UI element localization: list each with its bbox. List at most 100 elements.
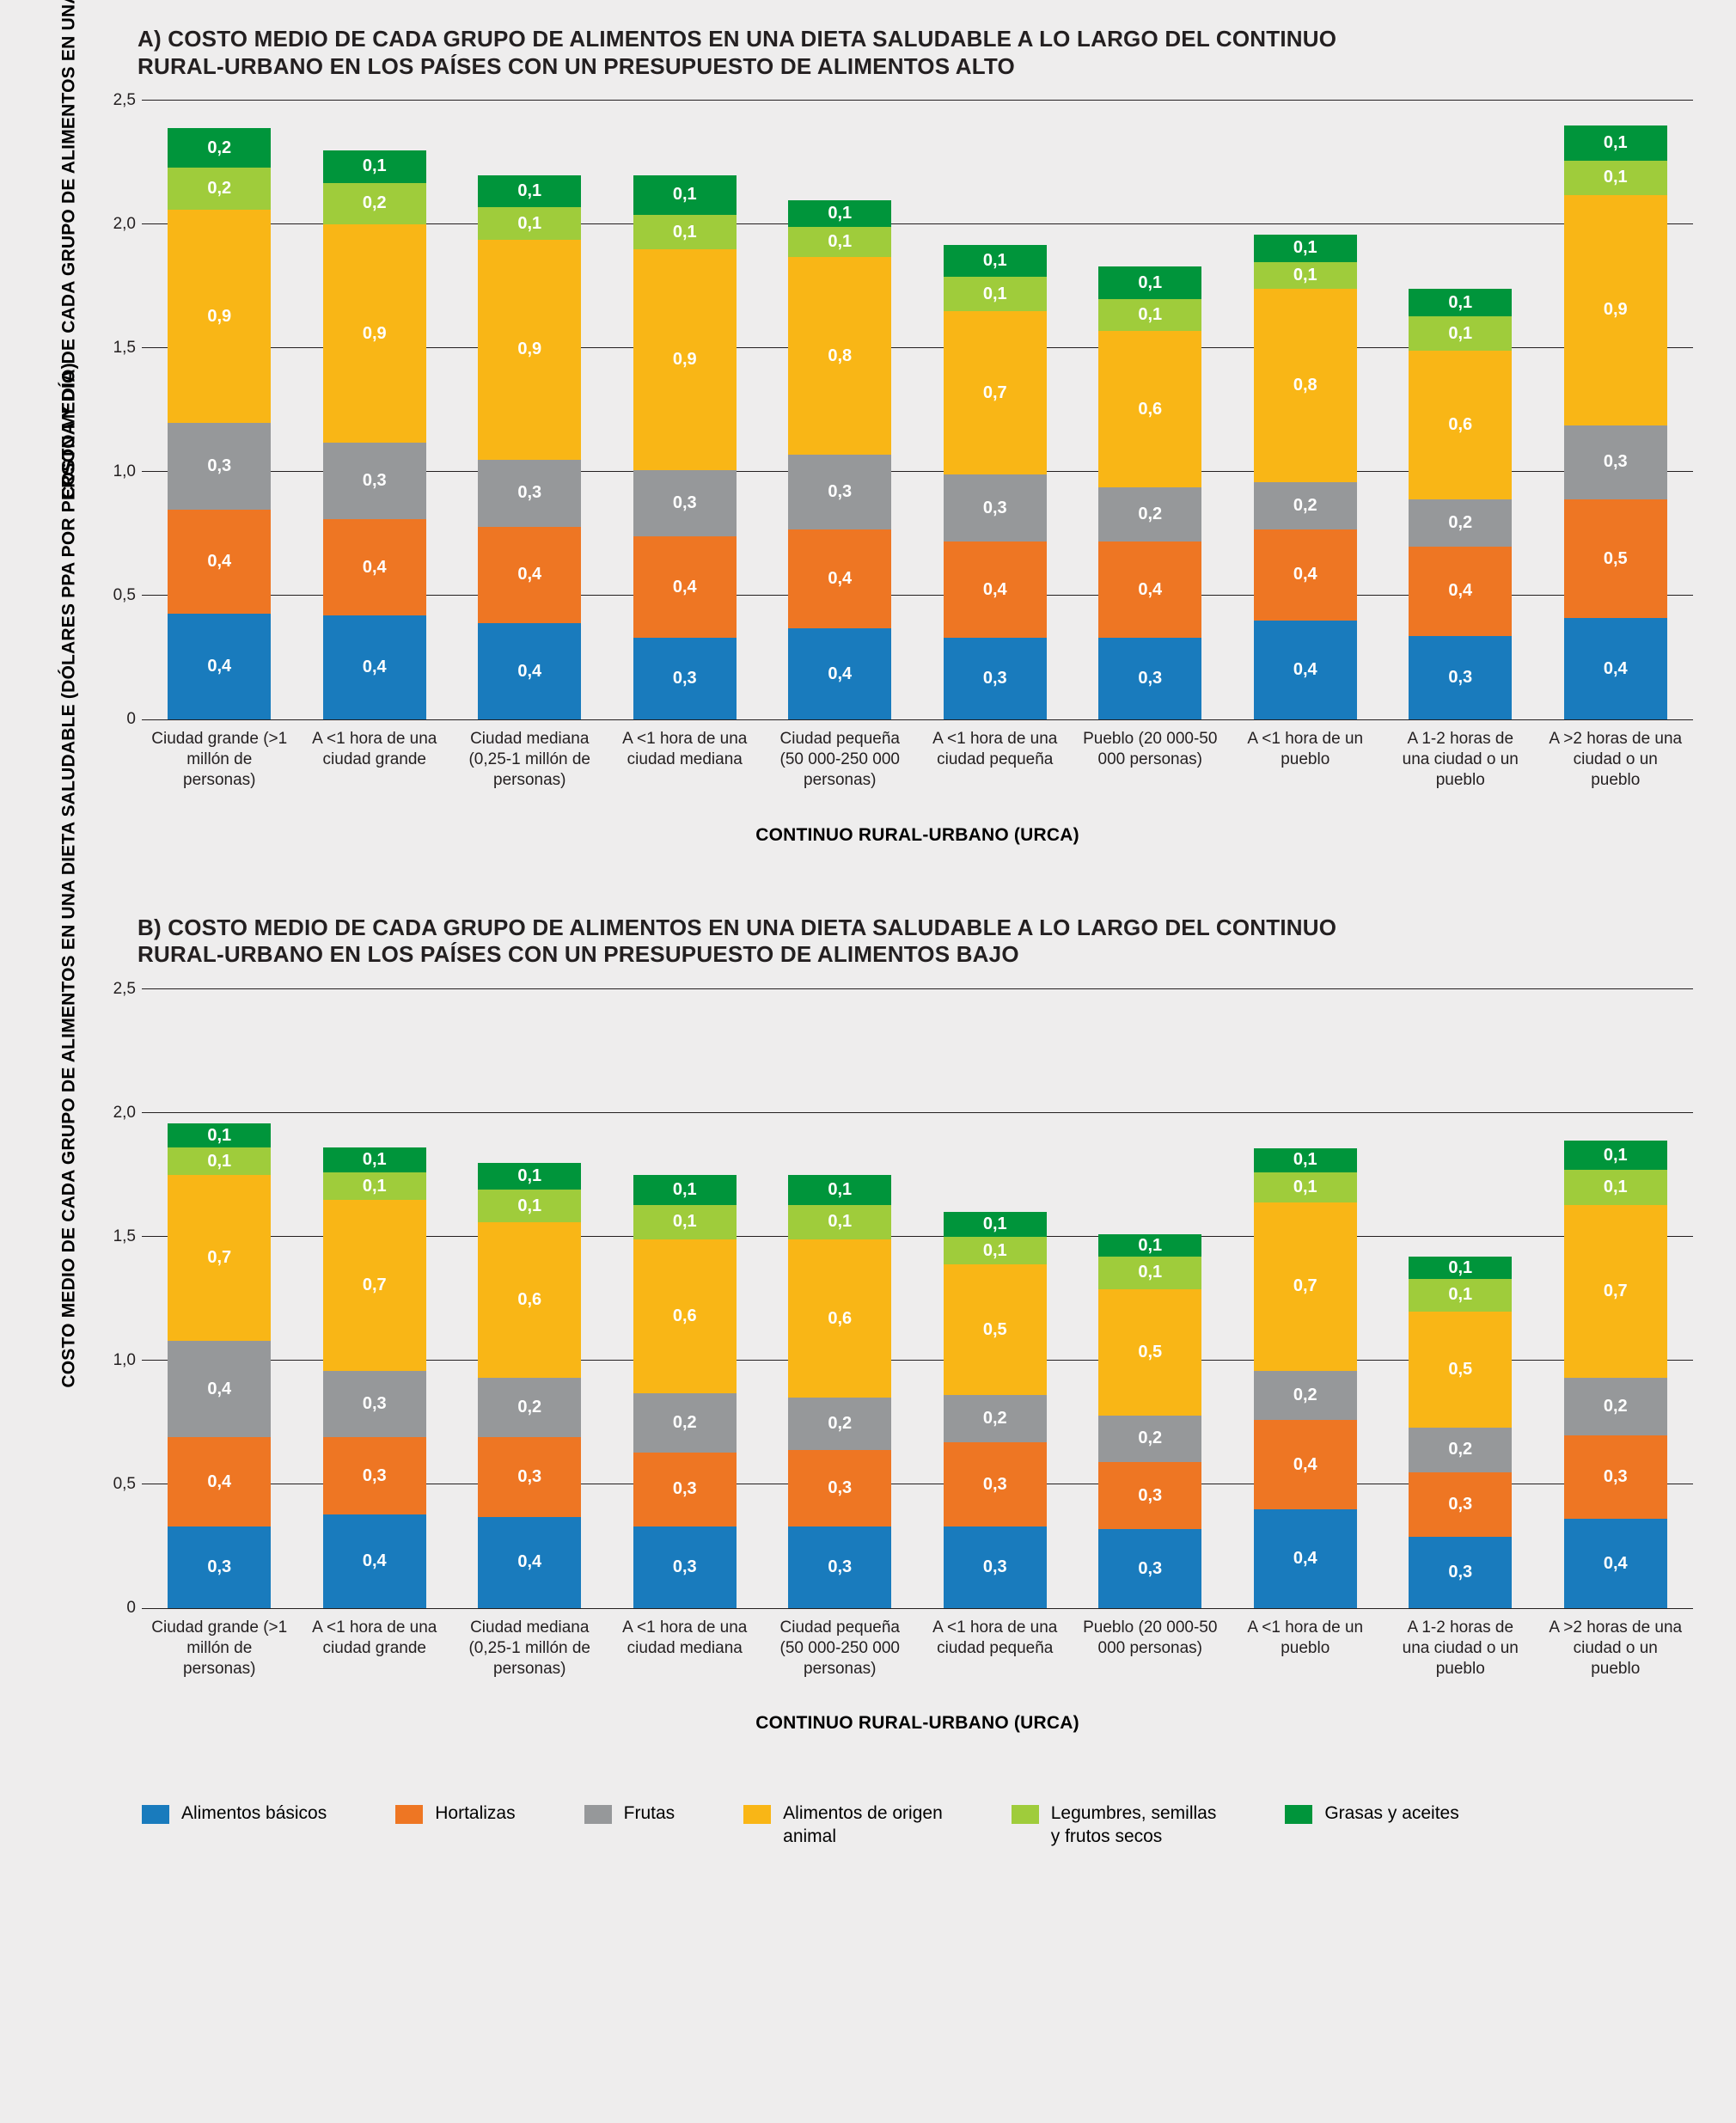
bar-segment: 0,3 [168, 423, 271, 510]
bar-segment: 0,2 [944, 1395, 1047, 1442]
bar-segment: 0,3 [944, 638, 1047, 719]
bar-segment: 0,4 [944, 541, 1047, 638]
bar-segment: 0,6 [788, 1239, 891, 1398]
bar-segment: 0,6 [633, 1239, 737, 1393]
y-tick-label: 1,5 [95, 1227, 136, 1246]
legend-label: Legumbres, semillasy frutos secos [1051, 1802, 1217, 1848]
bar-segment: 0,1 [1564, 1141, 1667, 1171]
x-axis-title: CONTINUO RURAL-URBANO (URCA) [142, 1713, 1693, 1734]
bar: 0,30,30,20,60,10,1 [788, 1175, 891, 1608]
y-tick-label: 2,5 [95, 91, 136, 110]
bar-segment: 0,7 [944, 311, 1047, 474]
bar-segment: 0,4 [1254, 529, 1357, 621]
legend-swatch [584, 1805, 612, 1824]
chart_b: B) COSTO MEDIO DE CADA GRUPO DE ALIMENTO… [43, 915, 1693, 1734]
bar-segment: 0,4 [1254, 1509, 1357, 1608]
bar-segment: 0,2 [633, 1393, 737, 1453]
bar-segment: 0,1 [1564, 1170, 1667, 1204]
bar-segment: 0,9 [1564, 195, 1667, 425]
x-category-label: A >2 horas de una ciudad o un pueblo [1547, 1618, 1684, 1679]
legend-swatch [743, 1805, 771, 1824]
bar-segment: 0,4 [168, 1437, 271, 1526]
bar-segment: 0,4 [168, 510, 271, 614]
bar: 0,40,40,30,90,10,1 [478, 175, 581, 720]
bar-segment: 0,1 [788, 227, 891, 257]
chart-title: A) COSTO MEDIO DE CADA GRUPO DE ALIMENTO… [138, 26, 1427, 80]
bars-container: 0,30,40,40,70,10,10,40,30,30,70,10,10,40… [142, 990, 1693, 1608]
bar: 0,40,40,30,80,10,1 [788, 200, 891, 720]
bar-segment: 0,1 [788, 1205, 891, 1239]
bar-segment: 0,7 [1254, 1202, 1357, 1371]
bar: 0,30,40,30,70,10,1 [944, 245, 1047, 720]
bar: 0,30,30,20,50,10,1 [1098, 1234, 1201, 1608]
bar-segment: 0,1 [323, 150, 426, 182]
bar: 0,30,30,20,60,10,1 [633, 1175, 737, 1608]
bar-segment: 0,3 [323, 443, 426, 519]
bar-segment: 0,4 [1098, 541, 1201, 638]
legend-item: Legumbres, semillasy frutos secos [1012, 1802, 1217, 1848]
y-tick-label: 1,0 [95, 462, 136, 481]
x-category-label: A <1 hora de una ciudad grande [306, 1618, 443, 1679]
bar-segment: 0,3 [1098, 1529, 1201, 1608]
bar: 0,30,30,20,50,10,1 [944, 1212, 1047, 1608]
bar-segment: 0,9 [323, 224, 426, 442]
bar-segment: 0,4 [1409, 547, 1512, 636]
gridline [142, 988, 1693, 989]
legend-swatch [142, 1805, 169, 1824]
bar-segment: 0,1 [944, 1212, 1047, 1237]
bar-segment: 0,4 [168, 1341, 271, 1437]
x-category-label: A <1 hora de una ciudad pequeña [926, 1618, 1064, 1679]
bar-segment: 0,4 [323, 519, 426, 615]
bar-segment: 0,6 [478, 1222, 581, 1378]
x-category-label: Pueblo (20 000-50 000 personas) [1081, 729, 1219, 790]
bar-segment: 0,1 [1409, 289, 1512, 316]
bar-segment: 0,3 [1564, 1435, 1667, 1520]
bars-container: 0,40,40,30,90,20,20,40,40,30,90,20,10,40… [142, 101, 1693, 719]
bar-segment: 0,3 [633, 1453, 737, 1526]
x-category-label: Ciudad mediana (0,25-1 millón de persona… [461, 729, 598, 790]
bar: 0,40,30,20,70,10,1 [1564, 1141, 1667, 1608]
bar-segment: 0,3 [633, 1526, 737, 1608]
legend-item: Hortalizas [395, 1802, 515, 1848]
bar: 0,40,30,20,60,10,1 [478, 1163, 581, 1608]
bar-segment: 0,4 [1564, 618, 1667, 719]
bar-segment: 0,5 [1564, 499, 1667, 618]
x-category-label: Pueblo (20 000-50 000 personas) [1081, 1618, 1219, 1679]
x-category-label: Ciudad grande (>1 millón de personas) [150, 1618, 288, 1679]
bar-segment: 0,2 [788, 1398, 891, 1449]
bar-segment: 0,4 [788, 529, 891, 628]
bar-segment: 0,1 [788, 1175, 891, 1205]
x-labels: Ciudad grande (>1 millón de personas)A <… [142, 729, 1693, 790]
x-category-label: Ciudad pequeña (50 000-250 000 personas) [771, 729, 908, 790]
legend-item: Grasas y aceites [1285, 1802, 1458, 1848]
bar-segment: 0,4 [168, 614, 271, 720]
bar: 0,30,40,30,90,10,1 [633, 175, 737, 720]
bar-segment: 0,5 [1098, 1289, 1201, 1416]
bar-segment: 0,8 [1254, 289, 1357, 482]
bar-segment: 0,2 [168, 168, 271, 210]
x-category-label: Ciudad pequeña (50 000-250 000 personas) [771, 1618, 908, 1679]
bar-segment: 0,1 [633, 215, 737, 249]
bar-segment: 0,4 [788, 628, 891, 720]
bar-segment: 0,1 [1098, 299, 1201, 331]
x-labels: Ciudad grande (>1 millón de personas) A <… [142, 1618, 1693, 1679]
bar-segment: 0,3 [168, 1526, 271, 1608]
bar-segment: 0,3 [1098, 638, 1201, 719]
y-tick-label: 1,0 [95, 1351, 136, 1370]
bar-segment: 0,9 [633, 249, 737, 469]
bar-segment: 0,4 [633, 536, 737, 638]
bar-segment: 0,4 [478, 623, 581, 719]
legend-item: Frutas [584, 1802, 675, 1848]
plot-area: 00,51,01,52,02,5 0,30,40,40,70,10,10,40,… [142, 990, 1693, 1609]
bar-segment: 0,5 [944, 1264, 1047, 1396]
y-tick-label: 1,5 [95, 339, 136, 358]
bar-segment: 0,1 [1098, 1234, 1201, 1257]
bar-segment: 0,3 [1409, 1537, 1512, 1609]
legend-label: Grasas y aceites [1324, 1802, 1458, 1825]
bar-segment: 0,3 [633, 638, 737, 719]
legend-label: Hortalizas [435, 1802, 515, 1825]
bar-segment: 0,3 [944, 1442, 1047, 1526]
bar-segment: 0,6 [1409, 351, 1512, 499]
bar-segment: 0,2 [1564, 1378, 1667, 1435]
bar-segment: 0,1 [944, 277, 1047, 311]
